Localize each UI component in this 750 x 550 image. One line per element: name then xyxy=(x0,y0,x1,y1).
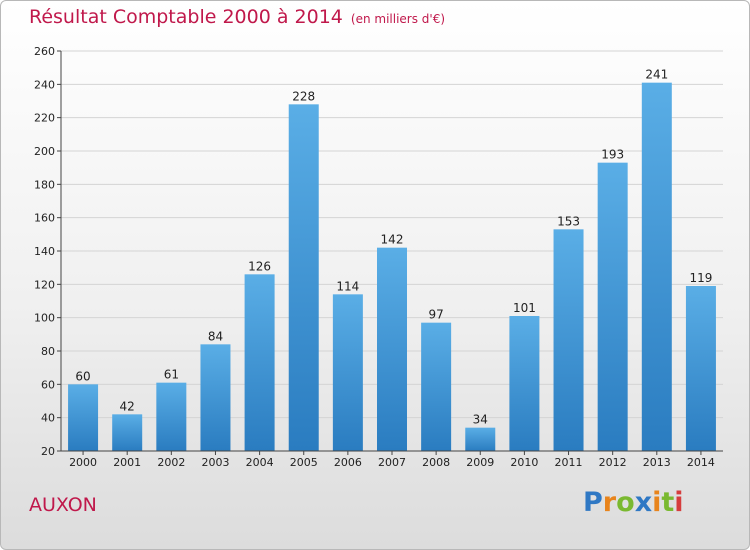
title-text: Résultat Comptable 2000 à 2014 xyxy=(29,6,343,28)
x-tick-label: 2012 xyxy=(599,456,627,469)
y-tick-label: 160 xyxy=(34,212,55,225)
y-tick-label: 20 xyxy=(41,445,55,458)
x-tick-label: 2006 xyxy=(334,456,362,469)
x-tick-label: 2002 xyxy=(157,456,185,469)
x-tick-label: 2011 xyxy=(555,456,583,469)
y-tick-label: 60 xyxy=(41,378,55,391)
data-label: 97 xyxy=(428,308,443,322)
y-tick-label: 220 xyxy=(34,112,55,125)
bar-2005 xyxy=(288,104,319,451)
logo-letter: P xyxy=(583,487,603,518)
bar-2008 xyxy=(421,322,452,451)
proxiti-logo[interactable]: Proxiti xyxy=(583,487,684,518)
data-label: 241 xyxy=(645,68,668,82)
axes xyxy=(60,51,723,452)
x-tick-label: 2005 xyxy=(290,456,318,469)
data-label: 153 xyxy=(557,214,580,228)
y-tick-label: 240 xyxy=(34,78,55,91)
bar-2010 xyxy=(509,316,540,451)
data-label: 119 xyxy=(689,271,712,285)
logo-letter: o xyxy=(616,487,635,518)
data-label: 84 xyxy=(208,329,223,343)
x-tick-label: 2004 xyxy=(246,456,274,469)
y-tick-label: 140 xyxy=(34,245,55,258)
x-tick-label: 2001 xyxy=(113,456,141,469)
bar-2012 xyxy=(597,162,628,451)
logo-letter: x xyxy=(634,487,653,518)
bar-2000 xyxy=(68,384,99,451)
x-tick-label: 2008 xyxy=(422,456,450,469)
data-label: 60 xyxy=(75,369,90,383)
bar-2011 xyxy=(553,229,584,451)
y-tick-label: 100 xyxy=(34,312,55,325)
logo-letter: t xyxy=(661,487,675,518)
x-tick-label: 2014 xyxy=(687,456,715,469)
y-tick-label: 80 xyxy=(41,345,55,358)
bar-2004 xyxy=(244,274,275,451)
data-label: 114 xyxy=(336,279,359,293)
x-tick-label: 2000 xyxy=(69,456,97,469)
data-label: 228 xyxy=(292,89,315,103)
bar-2003 xyxy=(200,344,231,451)
chart-title: Résultat Comptable 2000 à 2014 (en millie… xyxy=(29,6,445,28)
data-label: 126 xyxy=(248,259,271,273)
data-label: 193 xyxy=(601,148,624,162)
y-tick-label: 200 xyxy=(34,145,55,158)
data-label: 34 xyxy=(473,413,488,427)
y-tick-label: 120 xyxy=(34,278,55,291)
data-label: 61 xyxy=(164,368,179,382)
x-tick-label: 2013 xyxy=(643,456,671,469)
bar-2014 xyxy=(685,286,716,451)
x-tick-label: 2003 xyxy=(201,456,229,469)
bar-2009 xyxy=(465,427,496,451)
logo-letter: i xyxy=(674,487,684,518)
logo-letter: i xyxy=(652,487,662,518)
y-tick-label: 180 xyxy=(34,178,55,191)
data-label: 142 xyxy=(381,233,404,247)
data-label: 101 xyxy=(513,301,536,315)
x-tick-label: 2010 xyxy=(510,456,538,469)
chart-subtitle: (en milliers d'€) xyxy=(350,12,446,26)
bar-2001 xyxy=(112,414,143,451)
x-tick-label: 2007 xyxy=(378,456,406,469)
x-tick-label: 2009 xyxy=(466,456,494,469)
y-axis-ticks: 20 40 60 80 100 120 140 160 180 200 220 240 260 xyxy=(34,45,61,458)
y-tick-label: 260 xyxy=(34,45,55,58)
data-label: 42 xyxy=(120,399,135,413)
logo-letter: r xyxy=(602,487,617,518)
bar-2006 xyxy=(332,294,363,451)
bar-2013 xyxy=(641,82,672,452)
bars: 60 42 61 84 126 228 114 142 97 34 101 153 193 241 119 xyxy=(68,68,716,452)
bar-2002 xyxy=(156,382,187,451)
town-name: AUXON xyxy=(29,494,97,516)
y-tick-label: 40 xyxy=(41,412,55,425)
bar-2007 xyxy=(377,247,407,451)
x-axis-ticks: 2000 2001 2002 2003 2004 2005 2006 2007 2008 2009… xyxy=(69,451,715,469)
